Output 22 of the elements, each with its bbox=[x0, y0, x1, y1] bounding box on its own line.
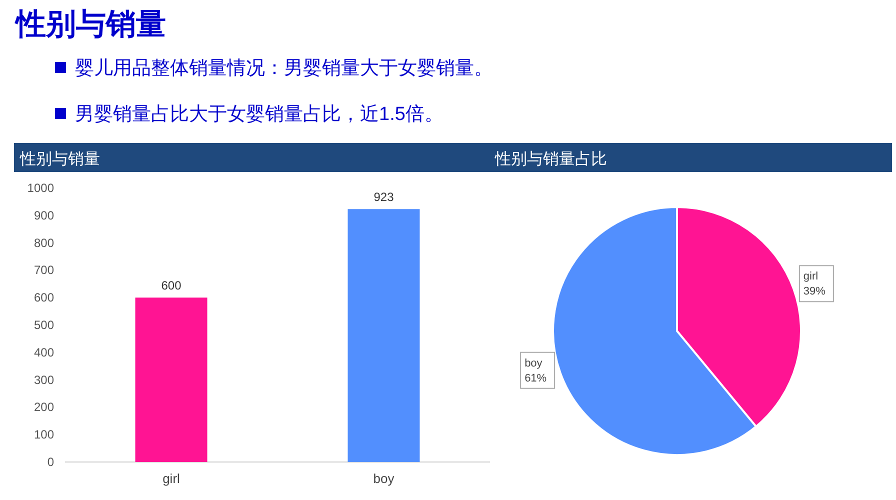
slice-label: girl bbox=[803, 270, 818, 283]
text: 性别与销量 bbox=[14, 8, 166, 41]
chart-title: 性别与销量占比 bbox=[494, 150, 607, 168]
text: 婴儿用品整体销量情况：男婴销量大于女婴销量。 bbox=[75, 58, 493, 79]
data-label: 39% bbox=[803, 286, 826, 298]
data-label: 600 bbox=[161, 278, 182, 293]
slice-label: boy bbox=[524, 357, 543, 370]
y-tick-label: 900 bbox=[34, 208, 54, 222]
y-tick-label: 400 bbox=[34, 345, 54, 360]
y-tick-label: 300 bbox=[34, 372, 54, 387]
y-tick-label: 0 bbox=[47, 455, 54, 469]
text: 男婴销量占比大于女婴销量占比，近1.5倍。 bbox=[75, 104, 444, 125]
data-label: 61% bbox=[524, 372, 547, 384]
y-tick-label: 100 bbox=[34, 428, 54, 442]
data-label: 923 bbox=[374, 190, 394, 204]
y-tick-label: 600 bbox=[34, 290, 54, 305]
y-tick-label: 700 bbox=[34, 263, 54, 278]
y-tick-label: 800 bbox=[34, 236, 54, 250]
y-tick-label: 500 bbox=[34, 318, 54, 332]
chart-title: 性别与销量 bbox=[19, 150, 100, 168]
y-tick-label: 1000 bbox=[27, 181, 54, 195]
y-tick-label: 200 bbox=[34, 400, 54, 414]
